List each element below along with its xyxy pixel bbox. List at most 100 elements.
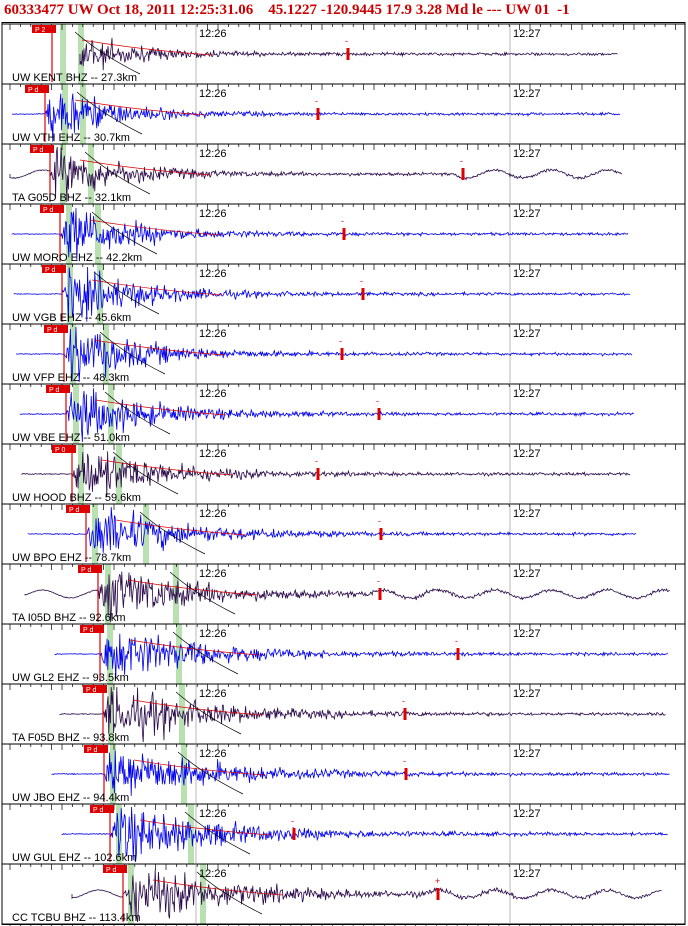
pick-flag-label: P 0 (55, 447, 65, 454)
coda-end-symbol: + (435, 876, 440, 886)
station-label: UW VTH EHZ -- 30.7km (12, 132, 130, 144)
waveform (11, 208, 629, 261)
coda-end-symbol: - (315, 456, 318, 466)
s-window-band (88, 144, 94, 204)
coda-end-marker (379, 528, 383, 540)
coda-end-marker (461, 168, 465, 180)
p-window-band (60, 24, 66, 84)
station-label: TA I05D BHZ -- 92.6km (12, 612, 126, 624)
station-label: UW VBE EHZ -- 51.0km (12, 432, 130, 444)
waveform (54, 633, 669, 678)
travel-time-curve (112, 451, 179, 495)
travel-time-curve (91, 211, 158, 255)
p-window-band (107, 624, 113, 684)
pick-flag (80, 625, 104, 633)
s-window-band (181, 744, 187, 804)
coda-curve (139, 819, 271, 836)
s-window-band (188, 804, 194, 864)
s-window-band (78, 24, 84, 84)
trace-row: 12:26 12:27 P d + CC TCBU BHZ -- 113.4km (12, 865, 662, 924)
pick-flag (42, 265, 66, 273)
travel-time-curve (196, 871, 263, 915)
p-window-band (67, 264, 73, 324)
s-window-band (143, 504, 149, 564)
coda-end-symbol: - (460, 156, 463, 166)
coda-end-symbol: - (360, 276, 363, 286)
pick-flag (84, 745, 108, 753)
trace-row: 12:26 12:27 P d - TA I05D BHZ -- 92.6km (12, 565, 670, 624)
trace-row: 12:26 12:27 P d - UW BPO EHZ -- 78.7km (12, 505, 637, 564)
coda-end-symbol: - (345, 36, 348, 46)
time-label: 12:26 (199, 328, 227, 340)
station-label: UW KENT BHZ -- 27.3km (12, 72, 137, 84)
trace-row: 12:26 12:27 P d - UW GL2 EHZ -- 93.5km (12, 625, 669, 684)
coda-curve (127, 579, 259, 596)
travel-time-curve (99, 331, 166, 375)
p-window-band (116, 804, 122, 864)
trace-stack: 12:26 12:27 P 2 - UW KENT BHZ -- 27.3km 12:26… (9, 25, 670, 924)
travel-time-curve (169, 571, 236, 615)
time-label: 12:26 (199, 868, 227, 880)
pick-flag-label: P d (69, 507, 79, 514)
coda-end-marker (292, 828, 296, 840)
pick-flag (46, 385, 70, 393)
coda-curve (91, 279, 223, 296)
time-label: 12:26 (199, 88, 227, 100)
travel-time-curve (184, 811, 251, 855)
coda-end-marker (316, 468, 320, 480)
travel-time-curve (177, 751, 244, 795)
station-label: UW VGB EHZ -- 45.6km (12, 312, 131, 324)
time-label: 12:27 (513, 208, 541, 220)
coda-curve (152, 879, 284, 896)
pick-flag-label: P d (106, 867, 116, 874)
s-window-band (108, 384, 114, 444)
coda-end-marker (403, 708, 407, 720)
station-label: CC TCBU BHZ -- 113.4km (12, 912, 141, 924)
pick-flag (103, 865, 127, 873)
pick-flag (66, 505, 90, 513)
travel-time-curve (93, 271, 160, 315)
time-label: 12:26 (199, 268, 227, 280)
time-label: 12:26 (199, 568, 227, 580)
pick-flag (32, 25, 56, 33)
station-label: TA F05D BHZ -- 93.8km (12, 732, 129, 744)
time-label: 12:27 (513, 148, 541, 160)
time-label: 12:26 (199, 148, 227, 160)
coda-curve (133, 759, 265, 776)
coda-curve (95, 399, 227, 416)
time-label: 12:27 (513, 688, 541, 700)
pick-flag-label: P d (86, 687, 96, 694)
pick-flag (78, 565, 102, 573)
travel-time-curve (172, 631, 239, 675)
coda-end-marker (316, 108, 320, 120)
travel-time-curve (175, 691, 242, 735)
travel-time-curve (84, 151, 151, 195)
pick-flag-label: P 2 (35, 27, 45, 34)
coda-end-marker (436, 888, 440, 900)
coda-end-symbol: - (403, 756, 406, 766)
time-label: 12:27 (513, 388, 541, 400)
waveform (61, 806, 668, 863)
station-label: UW BPO EHZ -- 78.7km (12, 552, 131, 564)
s-window-band (95, 204, 101, 264)
station-label: UW GL2 EHZ -- 93.5km (12, 672, 129, 684)
coda-end-marker (340, 348, 344, 360)
travel-time-curve (74, 31, 141, 75)
station-label: UW GUL EHZ -- 102.6km (12, 852, 136, 864)
pick-flag-label: P d (81, 567, 91, 574)
time-label: 12:27 (513, 268, 541, 280)
coda-curve (132, 699, 264, 716)
trace-row: 12:26 12:27 P d - UW VBE EHZ -- 51.0km (12, 385, 634, 444)
waveform (71, 869, 662, 923)
waveform (19, 388, 634, 443)
trace-row: 12:26 12:27 P d - TA G05D BHZ -- 32.1km (9, 145, 623, 204)
time-label: 12:26 (199, 808, 227, 820)
coda-end-marker (346, 48, 350, 60)
coda-end-symbol: - (402, 696, 405, 706)
coda-curve (93, 339, 225, 356)
waveform (9, 146, 623, 203)
p-window-band (92, 504, 98, 564)
station-label: UW HOOD BHZ -- 59.6km (12, 492, 141, 504)
waveform (11, 93, 621, 143)
coda-end-symbol: - (341, 216, 344, 226)
